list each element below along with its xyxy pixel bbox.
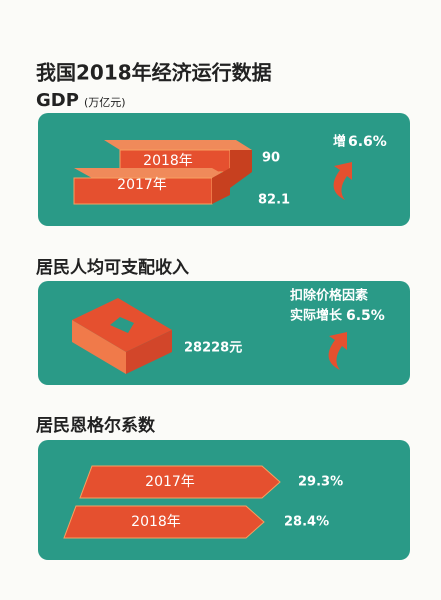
bar-label: 2017年 [117, 177, 167, 193]
note-value: 6.5% [346, 308, 385, 324]
gdp-heading: GDP [36, 90, 79, 111]
bar-value: 90 [262, 151, 280, 166]
income-value: 28228元 [184, 341, 242, 356]
panel [38, 440, 410, 560]
bar-value: 29.3% [298, 475, 343, 490]
growth-value: 6.6% [348, 134, 387, 150]
bar-value: 82.1 [258, 193, 290, 208]
gdp-bars [73, 140, 252, 205]
money-stack [72, 298, 172, 374]
note-line: 扣除价格因素 [290, 288, 368, 304]
arrow-icon [333, 162, 352, 200]
income-heading: 居民人均可支配收入 [36, 257, 189, 278]
title: 我国2018年经济运行数据 [36, 61, 272, 85]
engel-heading: 居民恩格尔系数 [36, 415, 156, 436]
arrow-icon [328, 332, 347, 370]
bar-label: 2018年 [143, 153, 193, 169]
note-prefix: 实际增长 [290, 308, 343, 324]
growth-prefix: 增 [333, 134, 346, 150]
bar-label: 2018年 [131, 514, 181, 530]
bar-label: 2017年 [145, 474, 195, 490]
engel-arrows [63, 465, 281, 539]
gdp-unit: (万亿元) [84, 96, 126, 109]
bar-value: 28.4% [284, 515, 329, 530]
